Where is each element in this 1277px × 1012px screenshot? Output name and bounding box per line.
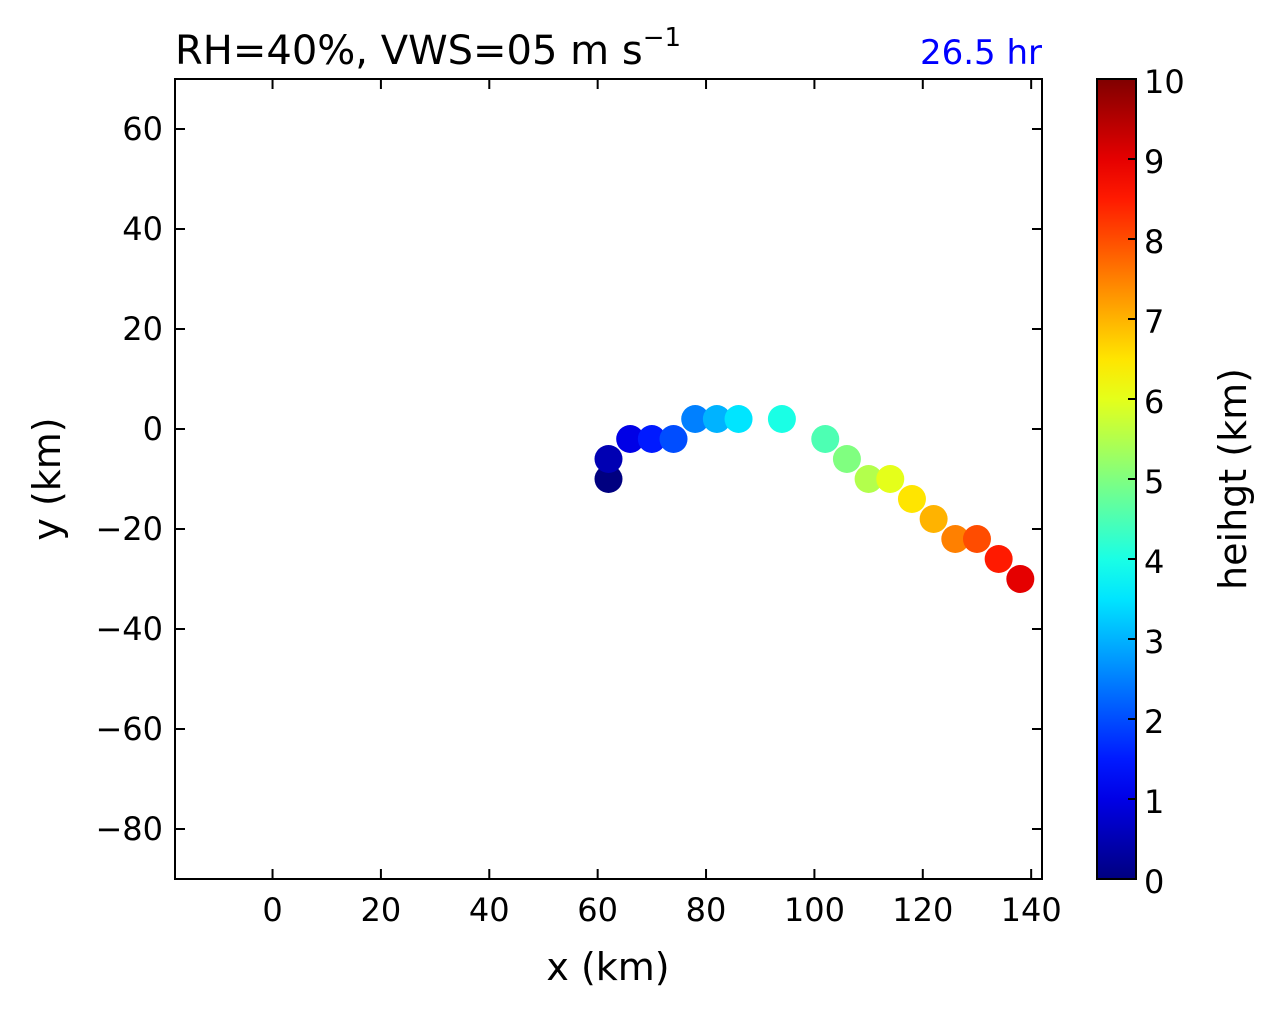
- colorbar-tick-label: 0: [1144, 863, 1164, 901]
- data-point: [1006, 565, 1035, 593]
- colorbar-tick-label: 8: [1144, 223, 1164, 261]
- data-point: [876, 465, 905, 493]
- data-point: [616, 425, 645, 453]
- data-point: [832, 445, 861, 473]
- time-label: 26.5 hr: [920, 33, 1042, 73]
- y-tick-label: 60: [122, 110, 163, 148]
- colorbar-frame: [1096, 78, 1137, 880]
- colorbar-tick-label: 4: [1144, 543, 1164, 581]
- scatter-points: [594, 405, 1035, 593]
- colorbar-tick-label: 6: [1144, 383, 1164, 421]
- colorbar-tick-label: 1: [1144, 783, 1164, 821]
- data-point: [941, 525, 970, 553]
- chart-title: RH=40%, VWS=05 m s−1: [175, 23, 681, 74]
- data-point: [897, 485, 926, 513]
- data-point: [702, 405, 731, 433]
- data-point: [962, 525, 991, 553]
- y-tick-label: 40: [122, 210, 163, 248]
- data-point: [919, 505, 948, 533]
- y-axis-label: y (km): [25, 417, 69, 540]
- y-tick-label: −80: [95, 810, 163, 848]
- axis-ticks: 0 20 40 60 80 100 120 140 60 40 20 0 −20 −40 −60 −80: [95, 79, 1062, 929]
- x-axis-label: x (km): [546, 945, 669, 989]
- data-point: [594, 465, 623, 493]
- data-point: [594, 445, 623, 473]
- y-tick-label: 20: [122, 310, 163, 348]
- colorbar-tick-label: 9: [1144, 143, 1164, 181]
- x-tick-label: 0: [262, 891, 282, 929]
- y-tick-label: 0: [143, 410, 163, 448]
- y-tick-label: −20: [95, 510, 163, 548]
- y-tick-label: −60: [95, 710, 163, 748]
- x-tick-label: 40: [469, 891, 510, 929]
- x-tick-label: 140: [1001, 891, 1062, 929]
- chart-title-main: RH=40%, VWS=05 m s: [175, 28, 643, 74]
- colorbar-tick-label: 7: [1144, 303, 1164, 341]
- data-point: [724, 405, 753, 433]
- plot-frame: [174, 78, 1043, 880]
- chart-title-superscript: −1: [643, 23, 681, 53]
- x-tick-label: 20: [361, 891, 402, 929]
- x-tick-label: 80: [686, 891, 727, 929]
- x-tick-label: 60: [577, 891, 618, 929]
- x-tick-label: 100: [784, 891, 845, 929]
- x-tick-label: 120: [892, 891, 953, 929]
- colorbar-ticks: 0 1 2 3 4 5 6 7 8 9 10: [1128, 63, 1185, 901]
- data-point: [659, 425, 688, 453]
- data-point: [637, 425, 666, 453]
- data-point: [767, 405, 796, 433]
- colorbar-tick-label: 5: [1144, 463, 1164, 501]
- data-point: [681, 405, 710, 433]
- colorbar-tick-label: 3: [1144, 623, 1164, 661]
- data-point: [811, 425, 840, 453]
- data-point: [854, 465, 883, 493]
- colorbar-label: heihgt (km): [1211, 368, 1255, 590]
- y-tick-label: −40: [95, 610, 163, 648]
- data-point: [984, 545, 1013, 573]
- colorbar-tick-label: 2: [1144, 703, 1164, 741]
- colorbar-tick-label: 10: [1144, 63, 1185, 101]
